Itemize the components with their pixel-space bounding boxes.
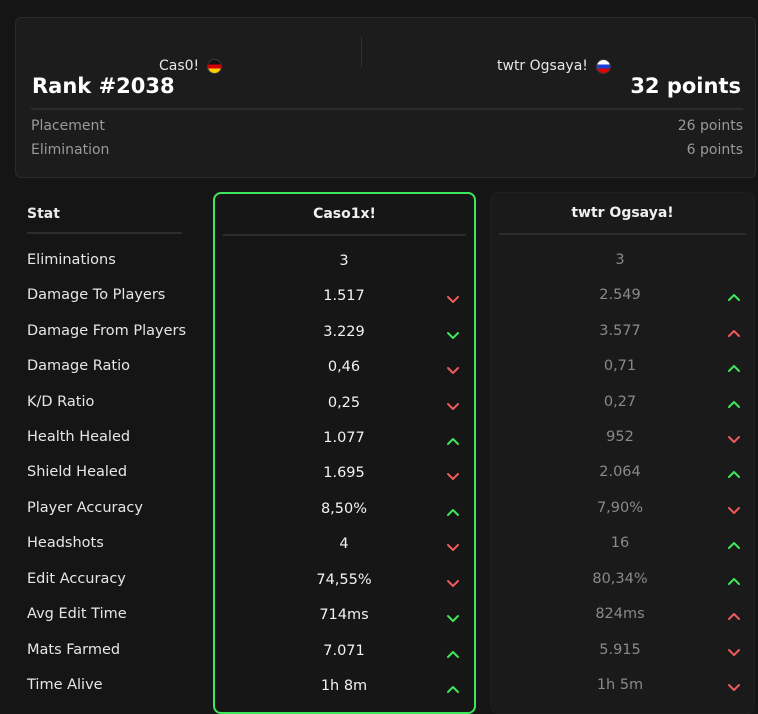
rank-title: Rank #2038 [32,74,175,98]
stat-label: Damage Ratio [27,358,131,374]
chevron-down-icon [727,682,741,692]
chevron-down-icon [446,294,460,304]
player1-stat-value: 1.517 [323,288,365,304]
player-divider [361,37,362,67]
chevron-up-icon [446,436,460,446]
player2-stat-value: 80,34% [592,571,648,587]
player2-name: twtr Ogsaya! [497,58,588,74]
player2-stat-value: 3 [615,252,625,268]
player2-stat-value: 0,71 [603,358,637,374]
chevron-up-icon [446,507,460,517]
stat-header-label: Stat [27,206,60,222]
player1-stat-value: 3.229 [323,324,365,340]
chevron-up-icon [727,540,741,550]
breakdown-value: 6 points [686,142,743,158]
player2-stat-value: 3.577 [599,323,641,339]
chevron-up-icon [727,363,741,373]
chevron-down-icon [446,542,460,552]
player2-stat-value: 824ms [595,606,645,622]
stat-label: Avg Edit Time [27,606,127,622]
player2-header[interactable]: twtr Ogsaya! [497,58,611,74]
chevron-down-icon [727,647,741,657]
divider [499,233,746,235]
chevron-down-icon [727,505,741,515]
player1-stat-value: 1.695 [323,465,365,481]
player1-stat-value: 714ms [319,607,369,623]
player1-stat-value: 74,55% [316,572,372,588]
chevron-down-icon [446,330,460,340]
player1-stat-value: 0,46 [327,359,361,375]
player1-stat-value: 7.071 [323,643,365,659]
chevron-down-icon [446,365,460,375]
player2-stat-value: 16 [610,535,630,551]
stat-label: Damage From Players [27,323,187,339]
divider [31,108,743,110]
player2-stat-value: 2.064 [599,464,641,480]
stat-label: Eliminations [27,252,116,268]
chevron-up-icon [727,469,741,479]
player1-column-header[interactable]: Caso1x! [313,206,376,222]
player1-stat-value: 8,50% [320,501,368,517]
stat-label: K/D Ratio [27,394,95,410]
player1-stat-value: 4 [339,536,349,552]
stat-label: Shield Healed [27,464,128,480]
chevron-up-icon [727,611,741,621]
chevron-up-icon [727,292,741,302]
stat-label: Player Accuracy [27,500,143,516]
player2-stat-value: 7,90% [596,500,644,516]
player1-stat-value: 1h 8m [320,678,368,694]
chevron-up-icon [727,576,741,586]
player2-stat-value: 0,27 [603,394,637,410]
stat-column-header: Stat [27,196,182,234]
player1-header[interactable]: Cas0! [159,58,223,74]
stat-label: Edit Accuracy [27,571,126,587]
chevron-down-icon [727,434,741,444]
chevron-up-icon [446,649,460,659]
player1-stats-panel: Caso1x! [213,192,476,714]
chevron-up-icon [727,328,741,338]
divider [27,232,182,234]
russia-flag-icon [595,58,611,74]
total-points: 32 points [630,74,741,98]
stat-label: Damage To Players [27,287,166,303]
breakdown-label: Elimination [31,142,110,158]
chevron-up-icon [446,684,460,694]
chevron-down-icon [446,471,460,481]
breakdown-elimination: Elimination 6 points [31,142,743,162]
stat-label: Headshots [27,535,104,551]
stat-label: Mats Farmed [27,642,121,658]
germany-flag-icon [207,58,223,74]
team-summary-card: Cas0! twtr Ogsaya! [15,17,756,178]
chevron-up-icon [727,399,741,409]
player2-stat-value: 952 [606,429,634,445]
player1-name: Cas0! [159,58,200,74]
divider [223,234,466,236]
player2-stat-value: 1h 5m [596,677,644,693]
chevron-down-icon [446,578,460,588]
stat-label: Time Alive [27,677,103,693]
breakdown-placement: Placement 26 points [31,118,743,138]
player2-stat-value: 5.915 [599,642,641,658]
player1-stat-value: 1.077 [323,430,365,446]
player1-stat-value: 0,25 [327,395,361,411]
stat-label: Health Healed [27,429,131,445]
chevron-down-icon [446,401,460,411]
breakdown-label: Placement [31,118,105,134]
chevron-down-icon [446,613,460,623]
player2-stats-panel: twtr Ogsaya! [490,192,755,714]
player1-stat-value: 3 [339,253,349,269]
player2-stat-value: 2.549 [599,287,641,303]
player2-column-header[interactable]: twtr Ogsaya! [571,205,674,221]
breakdown-value: 26 points [677,118,743,134]
